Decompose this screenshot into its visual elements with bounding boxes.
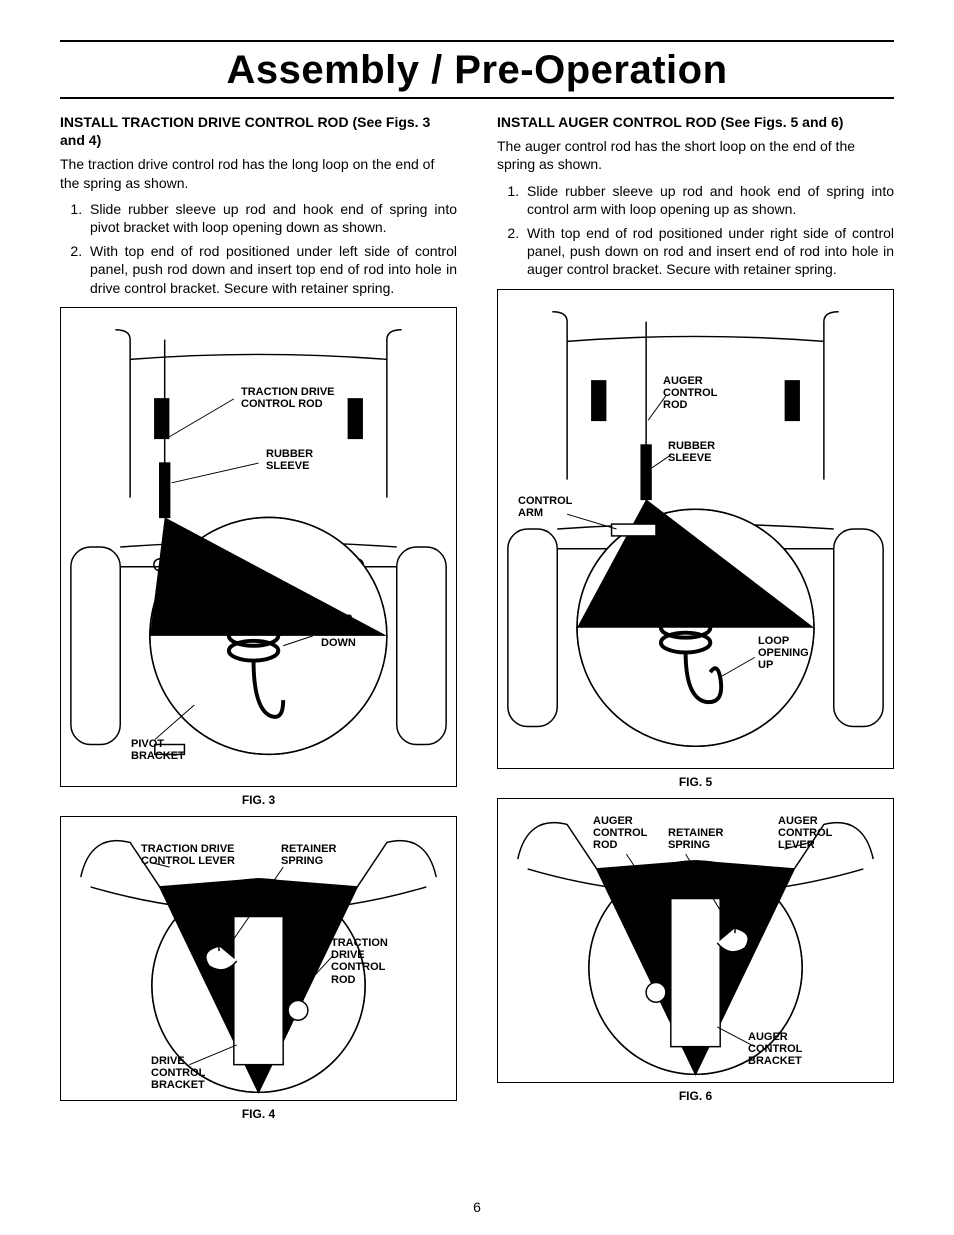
figure-3: TRACTION DRIVECONTROL ROD RUBBERSLEEVE L…: [60, 307, 457, 787]
left-intro: The traction drive control rod has the l…: [60, 155, 457, 191]
figure-4: TRACTION DRIVECONTROL LEVER RETAINERSPRI…: [60, 816, 457, 1101]
top-rule: [60, 40, 894, 42]
right-step-2: With top end of rod positioned under rig…: [523, 224, 894, 279]
page-title: Assembly / Pre-Operation: [60, 48, 894, 93]
fig6-caption: FIG. 6: [497, 1089, 894, 1105]
left-heading: INSTALL TRACTION DRIVE CONTROL ROD (See …: [60, 113, 457, 149]
figure-6: AUGERCONTROLROD RETAINERSPRING AUGERCONT…: [497, 798, 894, 1083]
left-step-2: With top end of rod positioned under lef…: [86, 242, 457, 297]
figure-5-diagram: [498, 290, 893, 768]
right-heading: INSTALL AUGER CONTROL ROD (See Figs. 5 a…: [497, 113, 894, 131]
figure-6-diagram: [498, 799, 893, 1082]
right-step-1: Slide rubber sleeve up rod and hook end …: [523, 182, 894, 218]
figure-4-diagram: [61, 817, 456, 1100]
right-steps: Slide rubber sleeve up rod and hook end …: [497, 182, 894, 279]
fig5-caption: FIG. 5: [497, 775, 894, 791]
page-number: 6: [0, 1199, 954, 1215]
figure-3-diagram: [61, 308, 456, 786]
left-steps: Slide rubber sleeve up rod and hook end …: [60, 200, 457, 297]
two-column-layout: INSTALL TRACTION DRIVE CONTROL ROD (See …: [60, 113, 894, 1131]
right-intro: The auger control rod has the short loop…: [497, 137, 894, 173]
left-step-1: Slide rubber sleeve up rod and hook end …: [86, 200, 457, 236]
right-column: INSTALL AUGER CONTROL ROD (See Figs. 5 a…: [497, 113, 894, 1131]
fig4-caption: FIG. 4: [60, 1107, 457, 1123]
title-underline: [60, 97, 894, 99]
left-column: INSTALL TRACTION DRIVE CONTROL ROD (See …: [60, 113, 457, 1131]
figure-5: AUGERCONTROLROD RUBBERSLEEVE CONTROLARM …: [497, 289, 894, 769]
fig3-caption: FIG. 3: [60, 793, 457, 809]
